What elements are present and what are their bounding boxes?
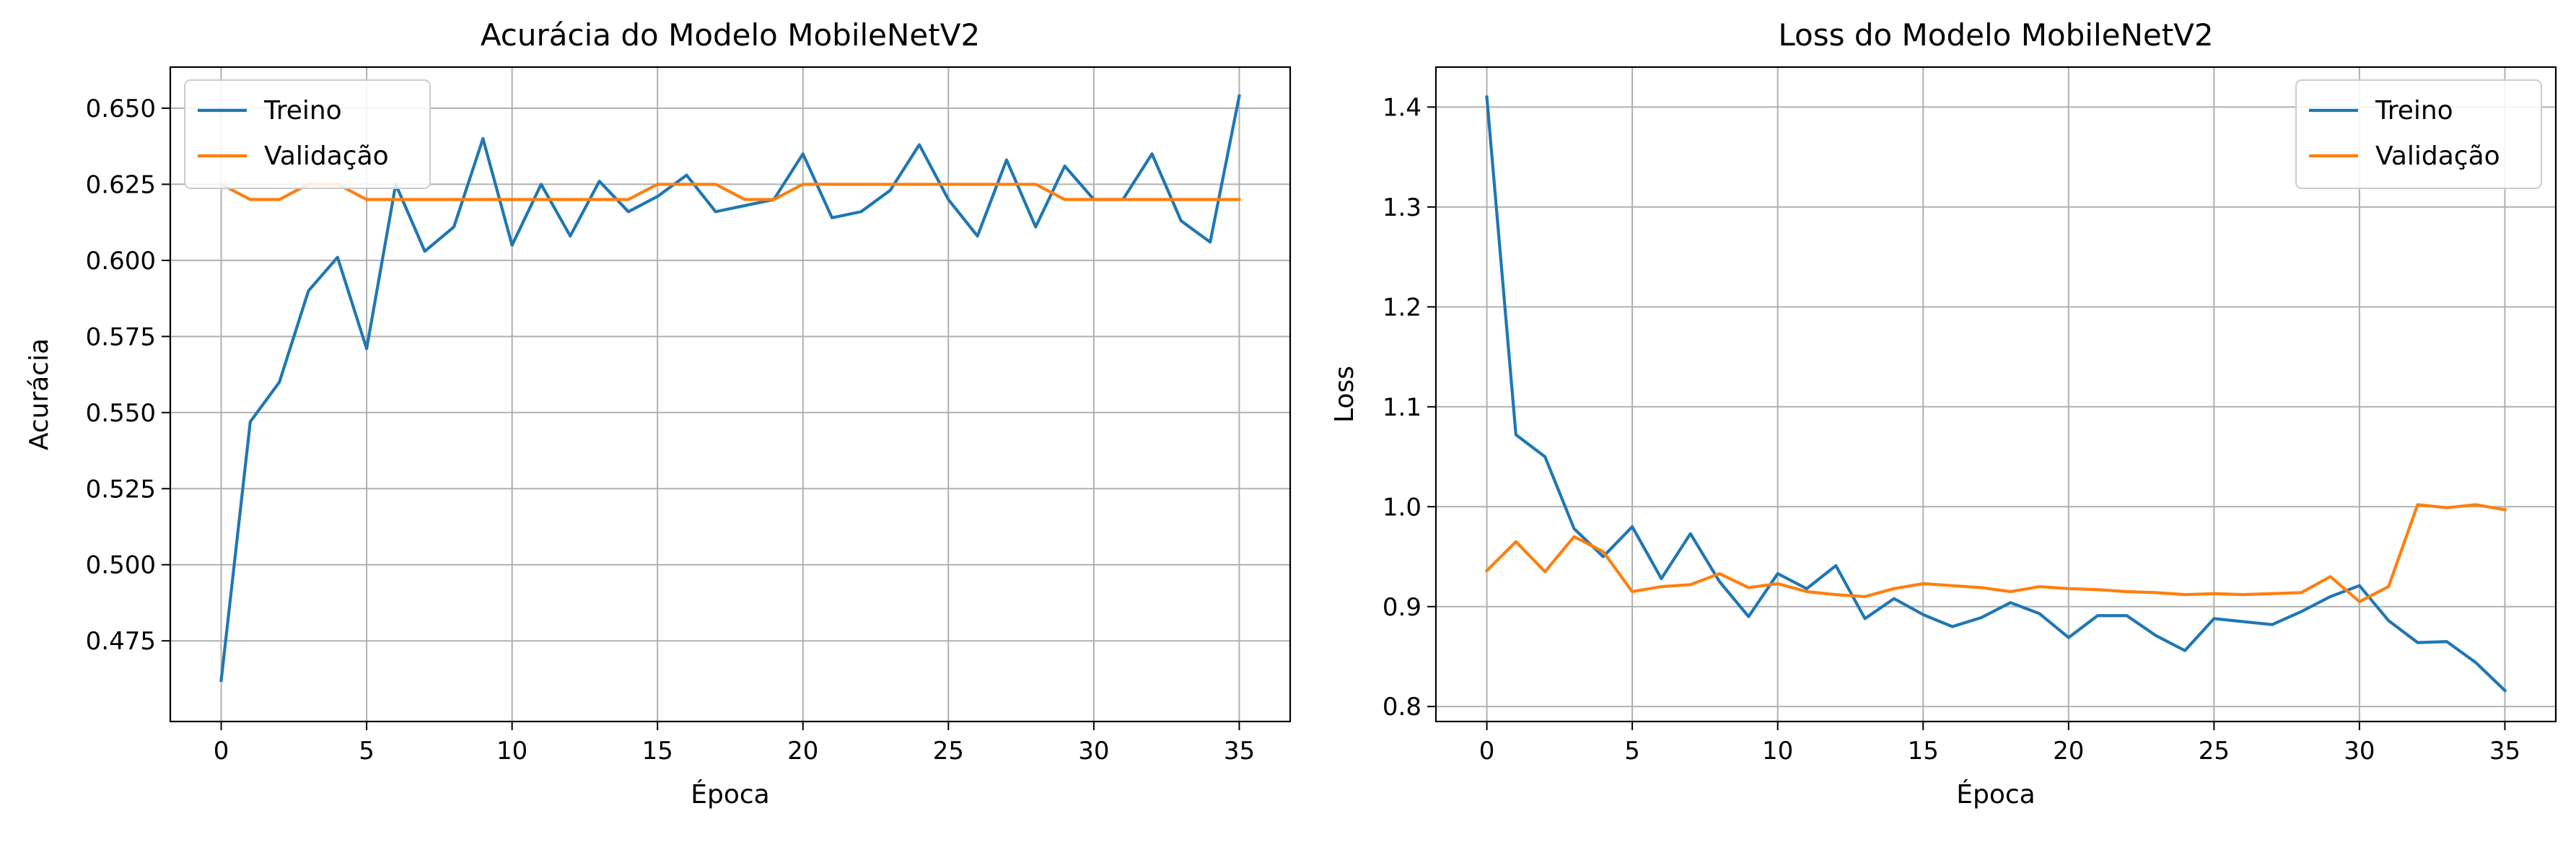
x-axis-label: Época <box>691 779 769 810</box>
x-tick-label: 20 <box>2053 737 2084 766</box>
y-tick-label: 0.8 <box>1383 693 1421 722</box>
x-tick-label: 15 <box>1908 737 1939 766</box>
y-tick-label: 0.500 <box>86 551 156 580</box>
x-tick-label: 30 <box>2344 737 2375 766</box>
chart-panel-2: 0 5 10 15 20 25 30 35 0.8 0.9 1.0 1.1 1.2 1.3 1.4 Loss … <box>1330 17 2557 810</box>
x-tick-label: 0 <box>214 737 229 766</box>
axes-frame <box>1434 66 2557 723</box>
legend-box <box>2295 79 2542 189</box>
x-axis-label: Época <box>1956 779 2035 810</box>
y-tick-label: 0.650 <box>86 95 156 123</box>
x-tick-label: 35 <box>1224 737 1255 766</box>
legend: Treino Validação <box>184 79 431 189</box>
x-tick-label: 30 <box>1078 737 1109 766</box>
axes-frame <box>169 66 1292 723</box>
y-tick-label: 0.9 <box>1383 593 1421 622</box>
legend-label: Treino <box>2375 96 2453 126</box>
x-tick-label: 0 <box>1479 737 1495 766</box>
series-line-validacao <box>1484 503 2507 603</box>
x-tick-label: 5 <box>359 737 374 766</box>
series-line-validacao <box>219 182 1241 201</box>
x-tick-label: 5 <box>1624 737 1640 766</box>
y-axis-label: Loss <box>1330 366 1359 423</box>
x-tick-label: 15 <box>642 737 673 766</box>
series-line-treino <box>219 94 1241 683</box>
y-tick-label: 1.1 <box>1383 393 1421 422</box>
y-tick-label: 1.2 <box>1383 293 1421 322</box>
legend: Treino Validação <box>2295 79 2542 189</box>
chart-title: Loss do Modelo MobileNetV2 <box>1778 17 2213 53</box>
chart-title: Acurácia do Modelo MobileNetV2 <box>481 17 980 53</box>
series-line-treino <box>1485 95 2507 693</box>
y-tick-label: 0.475 <box>86 627 156 656</box>
y-tick-label: 0.575 <box>86 323 156 351</box>
y-tick-label: 0.525 <box>86 475 156 504</box>
y-tick-label: 1.4 <box>1383 93 1421 122</box>
y-tick-label: 0.625 <box>86 170 156 199</box>
y-axis-label: Acurácia <box>25 338 54 450</box>
x-tick-label: 35 <box>2489 737 2520 766</box>
x-tick-label: 25 <box>2199 737 2230 766</box>
legend-label: Validação <box>264 141 389 171</box>
x-tick-label: 25 <box>933 737 964 766</box>
chart-panel-1: 0 5 10 15 20 25 30 35 0.475 0.500 0.525 0.550 0.575 0… <box>25 17 1292 810</box>
x-tick-label: 10 <box>496 737 527 766</box>
y-tick-label: 1.3 <box>1383 193 1421 222</box>
legend-label: Validação <box>2375 141 2500 171</box>
legend-box <box>184 79 431 189</box>
x-tick-label: 20 <box>787 737 818 766</box>
x-tick-label: 10 <box>1762 737 1793 766</box>
y-tick-label: 1.0 <box>1383 493 1421 522</box>
legend-label: Treino <box>263 96 342 126</box>
y-tick-label: 0.600 <box>86 247 156 276</box>
y-tick-label: 0.550 <box>86 399 156 428</box>
